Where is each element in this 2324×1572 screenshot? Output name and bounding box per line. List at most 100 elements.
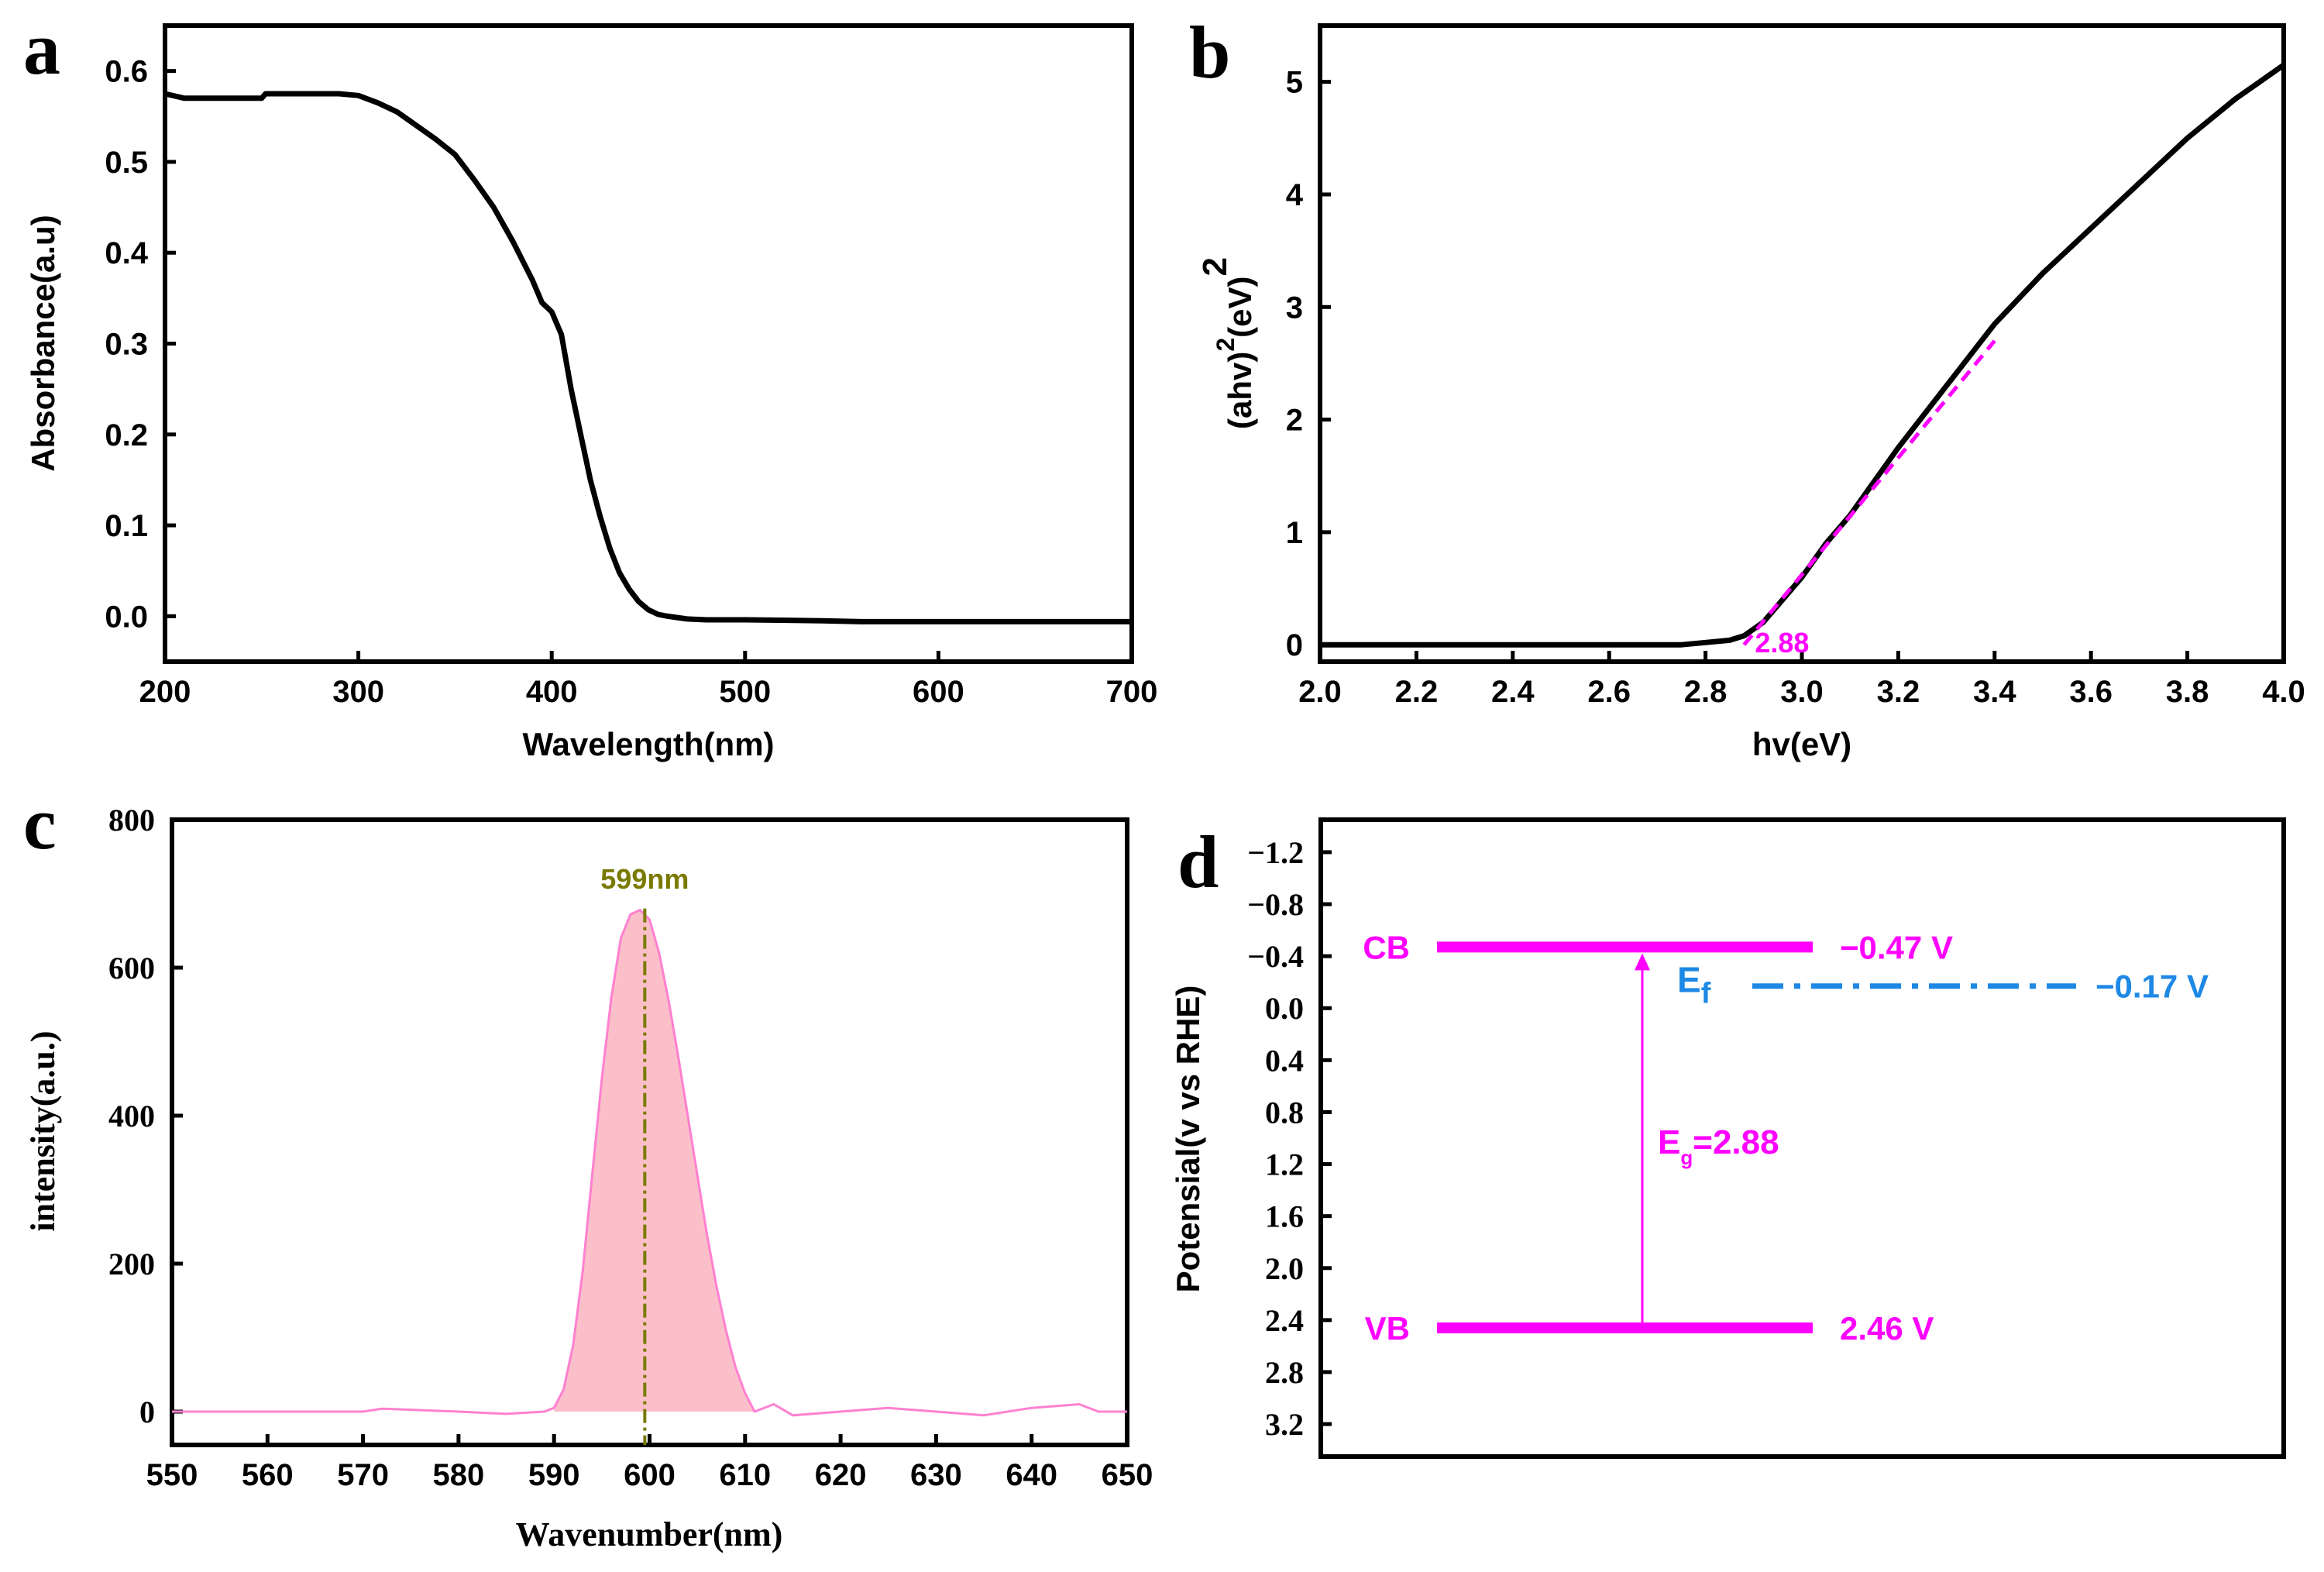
y-tick-label: 1.6 [1265,1199,1304,1234]
tauc-curve [1320,63,2286,648]
axis-ticks: 200 300 400 500 600 700 0.0 0.1 0.2 0.3 0.4 0.5 0.6 [105,55,1157,709]
y-tick-label: 0.4 [105,236,148,270]
y-tick-label: 0.4 [1265,1043,1304,1078]
x-tick-label: 2.2 [1395,675,1439,709]
y-tick-label: 0.3 [105,328,148,362]
panel-c-photoluminescence: 550 560 570 580 590 600 610 620 630 640 650 0 200 400… [24,803,1153,1553]
y-axis-label-mid: (eV) [1222,276,1258,337]
axis-ticks: −1.2 −0.8 −0.4 0.0 0.4 0.8 1.2 1.6 2.0 2.4 2.8 3.2 [1247,835,1332,1442]
ef-value-label: −0.17 V [2095,968,2209,1005]
cb-value-label: −0.47 V [1840,929,1953,965]
y-tick-label: 3.2 [1265,1407,1304,1442]
x-tick-label: 300 [332,675,384,709]
y-tick-label: 2.4 [1265,1303,1304,1338]
x-tick-label: 3.0 [1780,675,1824,709]
cb-label: CB [1363,929,1410,965]
y-axis-label: intensity(a.u.) [24,1030,62,1231]
y-tick-label: 0.0 [1265,991,1304,1026]
x-tick-label: 2.8 [1684,675,1728,709]
bandgap-label-main: E [1658,1123,1680,1161]
panel-b-tauc-plot: 2.0 2.2 2.4 2.6 2.8 3.0 3.2 3.4 3.6 3.8 4.0012345 … [1196,23,2305,762]
y-tick-label: 0.0 [105,600,148,634]
x-tick-label: 3.8 [2166,675,2209,709]
bandgap-annotation: 2.88 [1755,627,1809,659]
y-axis-label-sup2: 2 [1196,257,1234,276]
y-tick-label: −1.2 [1247,835,1304,870]
panel-a-absorbance: 200 300 400 500 600 7000.00.10.20.30.40.50.6 … [25,23,1157,762]
x-tick-label: 3.4 [1973,675,2016,709]
x-tick-label: 630 [910,1458,962,1492]
x-tick-label: 580 [433,1458,485,1492]
x-tick-label: 3.2 [1877,675,1920,709]
panel-letter-b: b [1189,11,1230,94]
vb-label: VB [1365,1310,1410,1347]
y-tick-label: −0.8 [1247,887,1304,922]
y-axis-label-sup1: 2 [1212,338,1239,352]
y-tick-label: 1 [1286,516,1303,550]
x-tick-label: 600 [913,675,964,709]
vb-value-label: 2.46 V [1840,1310,1934,1347]
x-axis-label: Wavelength(nm) [522,726,774,762]
y-tick-label: 2.0 [1265,1251,1304,1286]
plot-frame [163,23,1134,664]
axis-ticks: 550 560 570 580 590 600 610 620 630 640 650 0 200 400… [108,803,1153,1492]
x-tick-label: 2.0 [1298,675,1342,709]
x-tick-label: 3.6 [2069,675,2113,709]
y-tick-label: 0.1 [105,509,148,543]
y-tick-label: 0.5 [105,146,148,180]
y-axis-label: Absorbance(a.u) [25,215,61,471]
y-tick-label: 1.2 [1265,1147,1304,1182]
x-axis-label: Wavenumber(nm) [516,1515,783,1553]
y-tick-label: 0 [139,1395,155,1429]
x-tick-label: 570 [337,1458,389,1492]
y-tick-label: 2.8 [1265,1355,1304,1390]
linear-fit-line [1742,339,1996,646]
y-tick-label: −0.4 [1247,939,1304,974]
x-tick-label: 200 [139,675,191,709]
y-tick-label: 2 [1286,404,1303,438]
y-tick-label: 600 [108,951,155,986]
x-tick-label: 640 [1006,1458,1057,1492]
axis-ticks: 2.0 2.2 2.4 2.6 2.8 3.0 3.2 3.4 3.6 3.8 4.0 0 1 2 3 4 5 [1286,66,2305,709]
y-tick-label: 0.2 [105,418,148,452]
emission-fill-area [554,910,755,1412]
peak-annotation: 599nm [600,863,689,895]
panel-d-band-diagram: −1.2−0.8−0.40.00.40.81.21.62.02.42.83.2 … [1170,817,2286,1459]
y-tick-label: 0 [1286,628,1303,662]
y-tick-label: 3 [1286,291,1303,325]
x-tick-label: 700 [1106,675,1158,709]
bandgap-arrowhead [1635,953,1650,971]
x-tick-label: 4.0 [2262,675,2305,709]
y-axis-label: Potensial(v vs RHE) [1170,986,1206,1293]
x-axis-label: hv(eV) [1752,726,1851,762]
x-tick-label: 610 [719,1458,771,1492]
ef-label-sub: f [1701,978,1711,1010]
y-tick-label: 200 [108,1247,155,1281]
x-tick-label: 400 [526,675,578,709]
plot-frame [1318,817,2286,1459]
bandgap-label: Eg=2.88 [1658,1123,1779,1169]
ef-label-main: E [1677,960,1701,1000]
x-tick-label: 620 [815,1458,867,1492]
plot-frame [1318,23,2286,664]
ef-label: Ef [1677,960,1711,1010]
x-tick-label: 500 [719,675,771,709]
y-tick-label: 4 [1286,178,1304,212]
y-tick-label: 400 [108,1099,155,1133]
y-axis-label: (ahv)2(eV)2 [1196,257,1258,429]
y-tick-label: 0.8 [1265,1095,1304,1130]
panel-letter-d: d [1177,820,1219,903]
x-tick-label: 2.6 [1587,675,1631,709]
panel-letter-c: c [23,782,57,865]
x-tick-label: 590 [528,1458,580,1492]
x-tick-label: 2.4 [1491,675,1535,709]
panel-letter-a: a [23,7,60,90]
y-tick-label: 800 [108,803,155,838]
y-tick-label: 5 [1286,66,1303,100]
x-tick-label: 650 [1102,1458,1153,1492]
emission-curve [172,908,1127,1417]
absorbance-curve [164,91,1132,624]
x-tick-label: 600 [624,1458,676,1492]
y-axis-label-main: (ahv) [1222,352,1258,429]
